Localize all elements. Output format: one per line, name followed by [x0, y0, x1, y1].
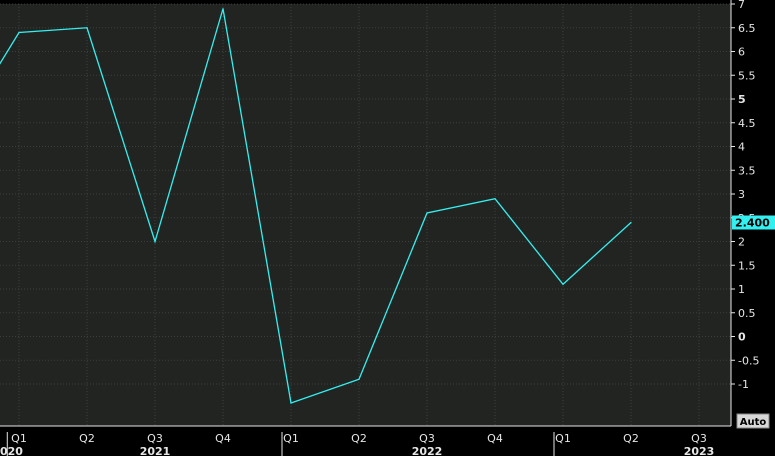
y-tick-label: 5	[738, 93, 746, 106]
y-tick-label: 0	[738, 331, 746, 344]
data-point	[494, 198, 496, 200]
y-tick-label: 6.5	[738, 22, 756, 35]
y-tick-label: 0.5	[738, 307, 756, 320]
x-tick-label: Q3	[419, 432, 435, 445]
y-tick-label: -1	[738, 378, 749, 391]
auto-button-label[interactable]: Auto	[740, 417, 767, 428]
auto-button-background[interactable]	[736, 413, 770, 429]
y-tick-label: 2	[738, 236, 745, 249]
x-tick-label: Q3	[691, 432, 707, 445]
x-tick-label: Q2	[623, 432, 639, 445]
y-tick-label: 5.5	[738, 69, 756, 82]
x-tick-label: Q2	[79, 432, 95, 445]
data-point	[18, 31, 20, 34]
y-tick-label: -0.5	[738, 354, 759, 367]
data-point	[358, 378, 360, 380]
y-tick-label: 4.5	[738, 117, 756, 130]
grid	[0, 3, 731, 426]
axes	[0, 0, 735, 456]
x-tick-label: Q1	[283, 432, 299, 445]
y-tick-label: 4	[738, 141, 745, 154]
year-label: 020	[0, 445, 23, 456]
last-value-label: 2.400	[735, 217, 770, 230]
series	[0, 8, 632, 404]
x-tick-label: Q2	[351, 432, 367, 445]
data-point	[290, 402, 292, 404]
y-tick-label: 1	[738, 283, 745, 296]
year-label: 2022	[412, 445, 443, 456]
y-tick-label: 6	[738, 46, 745, 59]
x-tick-label: Q4	[215, 432, 231, 445]
data-point	[86, 27, 88, 29]
year-label: 2023	[684, 445, 715, 456]
x-tick-label: Q1	[11, 432, 27, 445]
data-point	[630, 221, 632, 224]
data-point	[222, 8, 224, 10]
last-value-badge	[732, 215, 775, 230]
data-point	[154, 240, 156, 243]
x-tick-label: Q3	[147, 432, 163, 445]
auto-scale-button[interactable]: Auto	[736, 413, 770, 429]
y-tick-label: 1.5	[738, 259, 756, 272]
y-tick-label: 7	[738, 0, 745, 11]
data-point	[426, 212, 428, 214]
y-tick-label: 3.5	[738, 164, 756, 177]
data-point	[562, 283, 564, 285]
y-tick-label: 3	[738, 188, 745, 201]
x-tick-label: Q4	[487, 432, 503, 445]
year-label: 2021	[140, 445, 171, 456]
plot-area	[0, 4, 731, 426]
x-tick-label: Q1	[555, 432, 571, 445]
